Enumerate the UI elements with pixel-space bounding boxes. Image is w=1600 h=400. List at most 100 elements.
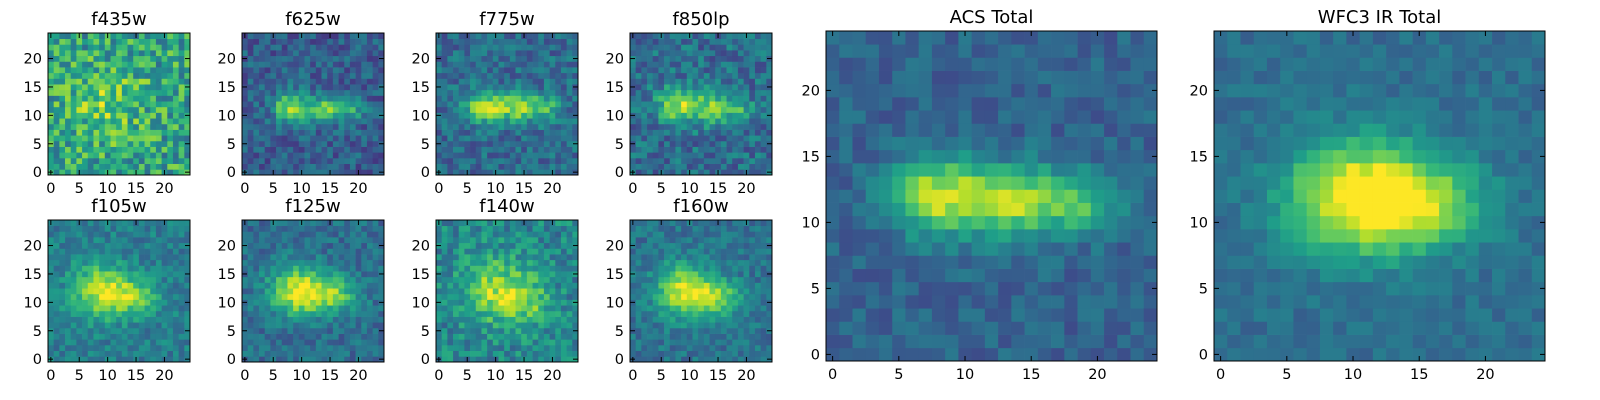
heatmap-cell <box>310 327 317 334</box>
heatmap-cell <box>647 123 654 130</box>
heatmap-cell <box>48 135 55 142</box>
heatmap-cell <box>247 118 254 125</box>
heatmap-cell <box>647 276 654 283</box>
heatmap-cell <box>361 95 368 102</box>
heatmap-cell <box>515 231 522 238</box>
heatmap-cell <box>441 163 448 170</box>
heatmap-cell <box>532 146 539 153</box>
heatmap-cell <box>99 299 106 306</box>
heatmap-cell <box>366 50 373 57</box>
heatmap-cell <box>110 350 117 357</box>
heatmap-cell <box>48 282 55 289</box>
heatmap-cell <box>310 282 317 289</box>
heatmap-cell <box>692 169 699 176</box>
heatmap-cell <box>692 123 699 130</box>
heatmap-cell <box>686 310 693 317</box>
heatmap-cell <box>327 95 334 102</box>
heatmap-cell <box>760 72 767 79</box>
heatmap-cell <box>549 38 556 45</box>
heatmap-cell <box>749 72 756 79</box>
heatmap-cell <box>652 293 659 300</box>
heatmap-cell <box>355 237 362 244</box>
heatmap-cell <box>87 78 94 85</box>
heatmap-cell <box>110 129 117 136</box>
heatmap-cell <box>259 44 266 51</box>
heatmap-cell <box>481 356 488 363</box>
heatmap-cell <box>264 123 271 130</box>
heatmap-cell <box>658 67 665 74</box>
heatmap-cell <box>453 248 460 255</box>
heatmap-cell <box>652 163 659 170</box>
heatmap-cell <box>327 225 334 232</box>
heatmap-cell <box>93 299 100 306</box>
heatmap-cell <box>515 101 522 108</box>
heatmap-cell <box>167 169 174 176</box>
heatmap-cell <box>675 61 682 68</box>
heatmap-cell <box>543 242 550 249</box>
heatmap-cell <box>338 322 345 329</box>
heatmap-cell <box>70 299 77 306</box>
heatmap-cell <box>487 140 494 147</box>
heatmap-cell <box>116 231 123 238</box>
heatmap-cell <box>470 316 477 323</box>
heatmap-cell <box>703 146 710 153</box>
heatmap-cell <box>59 72 66 79</box>
heatmap-cell <box>121 293 128 300</box>
heatmap-cell <box>526 282 533 289</box>
heatmap-cell <box>492 123 499 130</box>
heatmap-cell <box>652 112 659 119</box>
heatmap-cell <box>436 38 443 45</box>
heatmap-cell <box>355 316 362 323</box>
heatmap-cell <box>458 146 465 153</box>
heatmap-cell <box>349 242 356 249</box>
heatmap-cell <box>327 254 334 261</box>
heatmap-cell <box>630 67 637 74</box>
heatmap-cell <box>110 271 117 278</box>
heatmap-cell <box>276 72 283 79</box>
heatmap-cell <box>447 123 454 130</box>
heatmap-cell <box>447 237 454 244</box>
heatmap-cell <box>481 293 488 300</box>
heatmap-cell <box>150 220 157 227</box>
heatmap-cell <box>276 50 283 57</box>
heatmap-cell <box>332 38 339 45</box>
heatmap-cell <box>498 112 505 119</box>
heatmap-cell <box>464 310 471 317</box>
heatmap-cell <box>53 305 60 312</box>
heatmap-cell <box>766 350 773 357</box>
heatmap-cell <box>76 248 83 255</box>
heatmap-cell <box>498 344 505 351</box>
heatmap-cell <box>349 310 356 317</box>
heatmap-cell <box>555 61 562 68</box>
heatmap-cell <box>366 305 373 312</box>
heatmap-cell <box>652 344 659 351</box>
heatmap-cell <box>167 282 174 289</box>
heatmap-cell <box>276 282 283 289</box>
heatmap-cell <box>298 322 305 329</box>
heatmap-cell <box>658 271 665 278</box>
heatmap-cell <box>509 310 516 317</box>
heatmap-cell <box>361 220 368 227</box>
heatmap-cell <box>150 288 157 295</box>
heatmap-cell <box>110 89 117 96</box>
heatmap-cell <box>681 163 688 170</box>
heatmap-cell <box>93 225 100 232</box>
heatmap-cell <box>104 112 111 119</box>
heatmap-cell <box>669 146 676 153</box>
heatmap-cell <box>87 67 94 74</box>
heatmap-cell <box>281 163 288 170</box>
heatmap-cell <box>127 299 134 306</box>
heatmap-cell <box>304 38 311 45</box>
heatmap-cell <box>93 220 100 227</box>
heatmap-cell <box>766 288 773 295</box>
heatmap-cell <box>515 333 522 340</box>
heatmap-cell <box>315 72 322 79</box>
heatmap-cell <box>310 112 317 119</box>
heatmap-cell <box>560 50 567 57</box>
heatmap-cell <box>110 265 117 272</box>
heatmap-cell <box>515 61 522 68</box>
heatmap-cell <box>65 44 72 51</box>
heatmap-cell <box>161 163 168 170</box>
heatmap-cell <box>372 322 379 329</box>
heatmap-cell <box>270 231 277 238</box>
